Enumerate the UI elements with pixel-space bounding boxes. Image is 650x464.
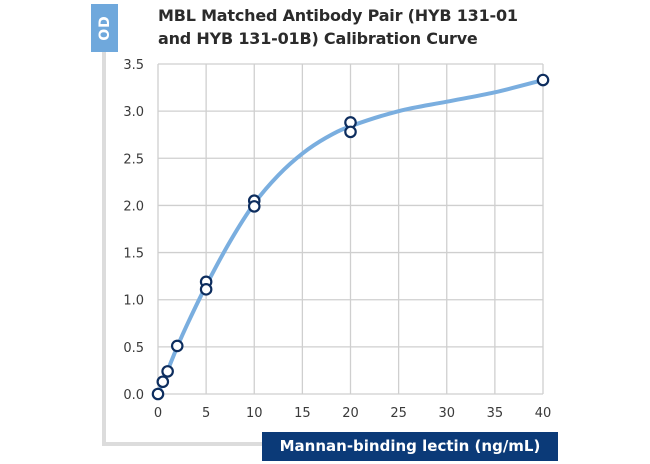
data-point-marker (344, 125, 357, 139)
y-tick-label: 3.5 (123, 58, 144, 73)
y-tick-label: 0.0 (123, 388, 144, 403)
x-tick-label: 40 (535, 406, 552, 421)
y-tick-label: 0.5 (123, 341, 144, 356)
x-axis-ticks: 0 5 10 15 20 25 30 35 40 (154, 406, 551, 421)
y-tick-label: 1.5 (123, 247, 144, 262)
chart-title-line-1: MBL Matched Antibody Pair (HYB 131-01 (158, 6, 518, 25)
data-point-marker (156, 375, 170, 389)
y-tick-label: 2.0 (123, 199, 144, 214)
x-axis-label-box: Mannan-binding lectin (ng/mL) (262, 432, 558, 461)
x-tick-label: 15 (294, 406, 311, 421)
data-point-markers (151, 73, 550, 401)
data-point-marker (199, 283, 213, 296)
x-tick-label: 5 (202, 406, 210, 421)
chart-title: MBL Matched Antibody Pair (HYB 131-01 an… (158, 4, 578, 50)
data-point-marker (536, 73, 550, 87)
x-axis-label: Mannan-binding lectin (ng/mL) (279, 437, 541, 455)
chart-title-line-2: and HYB 131-01B) Calibration Curve (158, 29, 478, 48)
data-point-marker (170, 339, 184, 353)
x-axis-frame-line (102, 442, 264, 446)
y-axis-frame-line (102, 52, 106, 446)
x-tick-label: 20 (342, 406, 359, 421)
x-tick-label: 0 (154, 406, 162, 421)
y-tick-label: 3.0 (123, 105, 144, 120)
data-point-marker (161, 365, 174, 378)
x-tick-label: 10 (246, 406, 263, 421)
grid-lines (157, 63, 544, 395)
y-axis-label-box: OD (91, 4, 118, 52)
x-tick-label: 35 (487, 406, 504, 421)
y-tick-label: 2.5 (123, 152, 144, 167)
y-axis-ticks: 0.0 0.5 1.0 1.5 2.0 2.5 3.0 3.5 (123, 58, 144, 403)
data-point-marker (151, 387, 165, 401)
x-tick-label: 30 (438, 406, 455, 421)
x-tick-label: 25 (390, 406, 407, 421)
y-tick-label: 1.0 (123, 294, 144, 309)
data-point-marker (247, 200, 261, 213)
